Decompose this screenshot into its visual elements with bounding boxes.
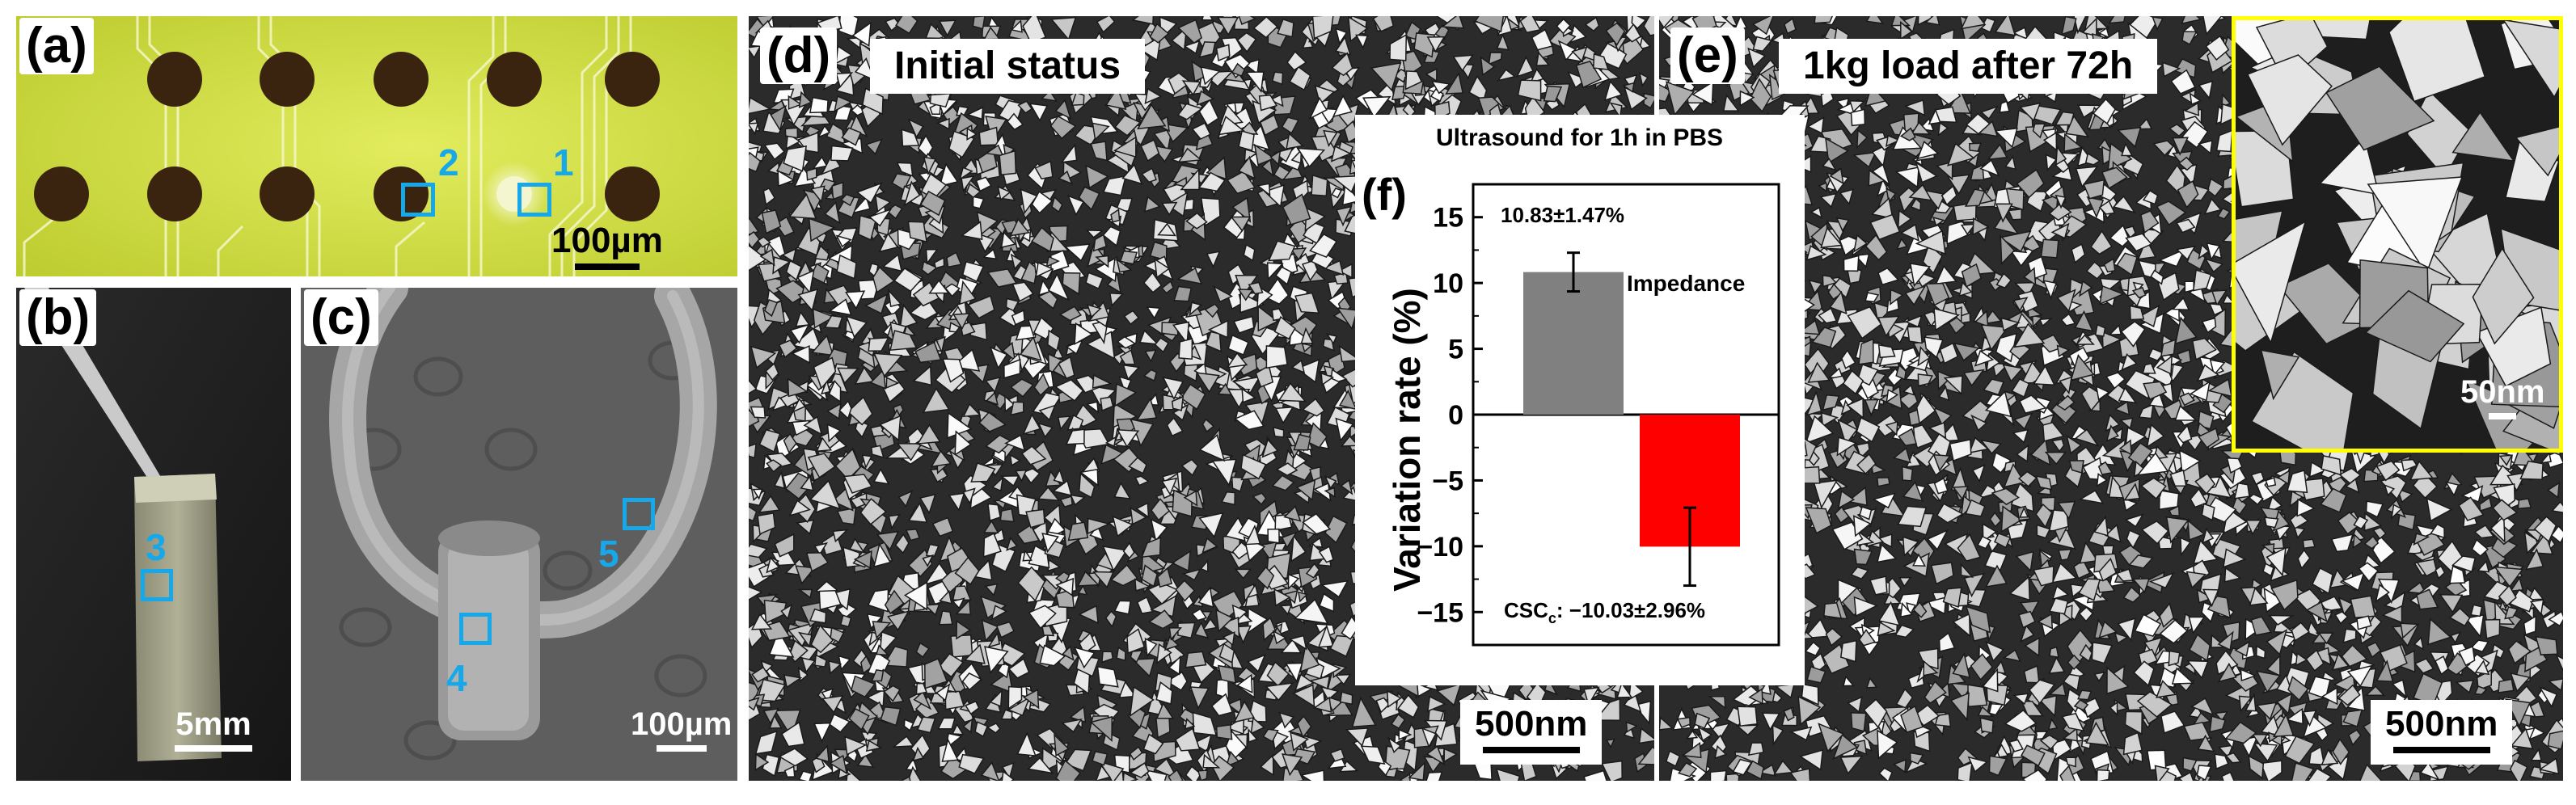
scale-bar-b: 5mm [175, 708, 252, 752]
panel-c-label: (c) [304, 289, 378, 346]
electrode-pads [34, 52, 660, 221]
impedance-value-label: 10.83±1.47% [1501, 203, 1624, 227]
panel-d-label: (d) [760, 27, 838, 84]
y-tick-label: 0 [1448, 400, 1463, 431]
scale-bar-d: 500nm [1460, 700, 1603, 765]
scale-bar-a: 100µm [551, 223, 663, 270]
device-photo [16, 288, 291, 781]
chart-title: Ultrasound for 1h in PBS [1436, 124, 1723, 151]
panel-c: (c) 5 4 100µm [301, 288, 737, 781]
inset-sem-image [2236, 20, 2559, 449]
scale-bar-inset: 50nm [2460, 376, 2545, 419]
knot-sem-image [301, 288, 737, 781]
scale-line-c [656, 745, 707, 752]
impedance-bar [1523, 272, 1624, 415]
magnified-inset: 50nm [2232, 16, 2563, 453]
region-number-5: 5 [598, 533, 619, 575]
panel-f-chart: Ultrasound for 1h in PBS (f) Variation r… [1355, 115, 1805, 685]
film-edge [134, 474, 217, 503]
impedance-category-label: Impedance [1627, 271, 1745, 296]
region-number-3: 3 [146, 526, 167, 568]
region-marker-5 [623, 498, 655, 530]
scale-line-e [2392, 747, 2490, 753]
chart-panel-label: (f) [1362, 169, 1407, 220]
nano-crystals [2236, 20, 2559, 449]
substrate-texture [339, 340, 707, 761]
panel-a-label: (a) [19, 18, 94, 74]
scale-line-a [574, 263, 640, 270]
region-number-2: 2 [438, 141, 459, 183]
scale-label-e: 500nm [2385, 704, 2498, 744]
variation-rate-chart: Ultrasound for 1h in PBS (f) Variation r… [1362, 124, 1780, 647]
scale-bar-e: 500nm [2371, 700, 2513, 765]
scale-line-b [175, 745, 252, 752]
panel-b: (b) 3 5mm [16, 288, 291, 781]
y-tick-label: 5 [1448, 335, 1463, 365]
region-number-1: 1 [553, 141, 574, 183]
y-tick-label: 10 [1433, 268, 1463, 299]
y-tick-label: −15 [1417, 597, 1463, 628]
scale-line-inset [2489, 413, 2517, 419]
panel-e-label: (e) [1670, 27, 1745, 84]
region-marker-3 [141, 569, 173, 601]
panel-d-title: Initial status [870, 39, 1146, 94]
y-axis-title: Variation rate (%) [1386, 288, 1428, 592]
electrode-array-micrograph [16, 16, 737, 276]
scale-label-c: 100µm [631, 706, 733, 742]
panel-e-title: 1kg load after 72h [1779, 39, 2158, 94]
scale-label-b: 5mm [175, 706, 251, 742]
scale-bar-c: 100µm [631, 708, 732, 752]
scale-line-d [1482, 747, 1580, 753]
csc-value-label: CSCc: −10.03±2.96% [1504, 598, 1705, 626]
flexible-film [134, 474, 222, 761]
scale-label-d: 500nm [1475, 704, 1588, 744]
panel-a: (a) 2 1 100µm [16, 16, 737, 276]
region-marker-2 [401, 183, 435, 217]
scale-label-inset: 50nm [2460, 374, 2545, 410]
region-marker-4 [459, 613, 492, 645]
panel-b-label: (b) [19, 289, 97, 346]
y-tick-label: −10 [1417, 532, 1463, 563]
y-tick-label: −5 [1432, 466, 1463, 496]
y-tick-label: 15 [1433, 203, 1463, 234]
scale-label-a: 100µm [551, 221, 663, 260]
region-marker-1 [517, 183, 551, 217]
region-number-4: 4 [446, 657, 467, 699]
